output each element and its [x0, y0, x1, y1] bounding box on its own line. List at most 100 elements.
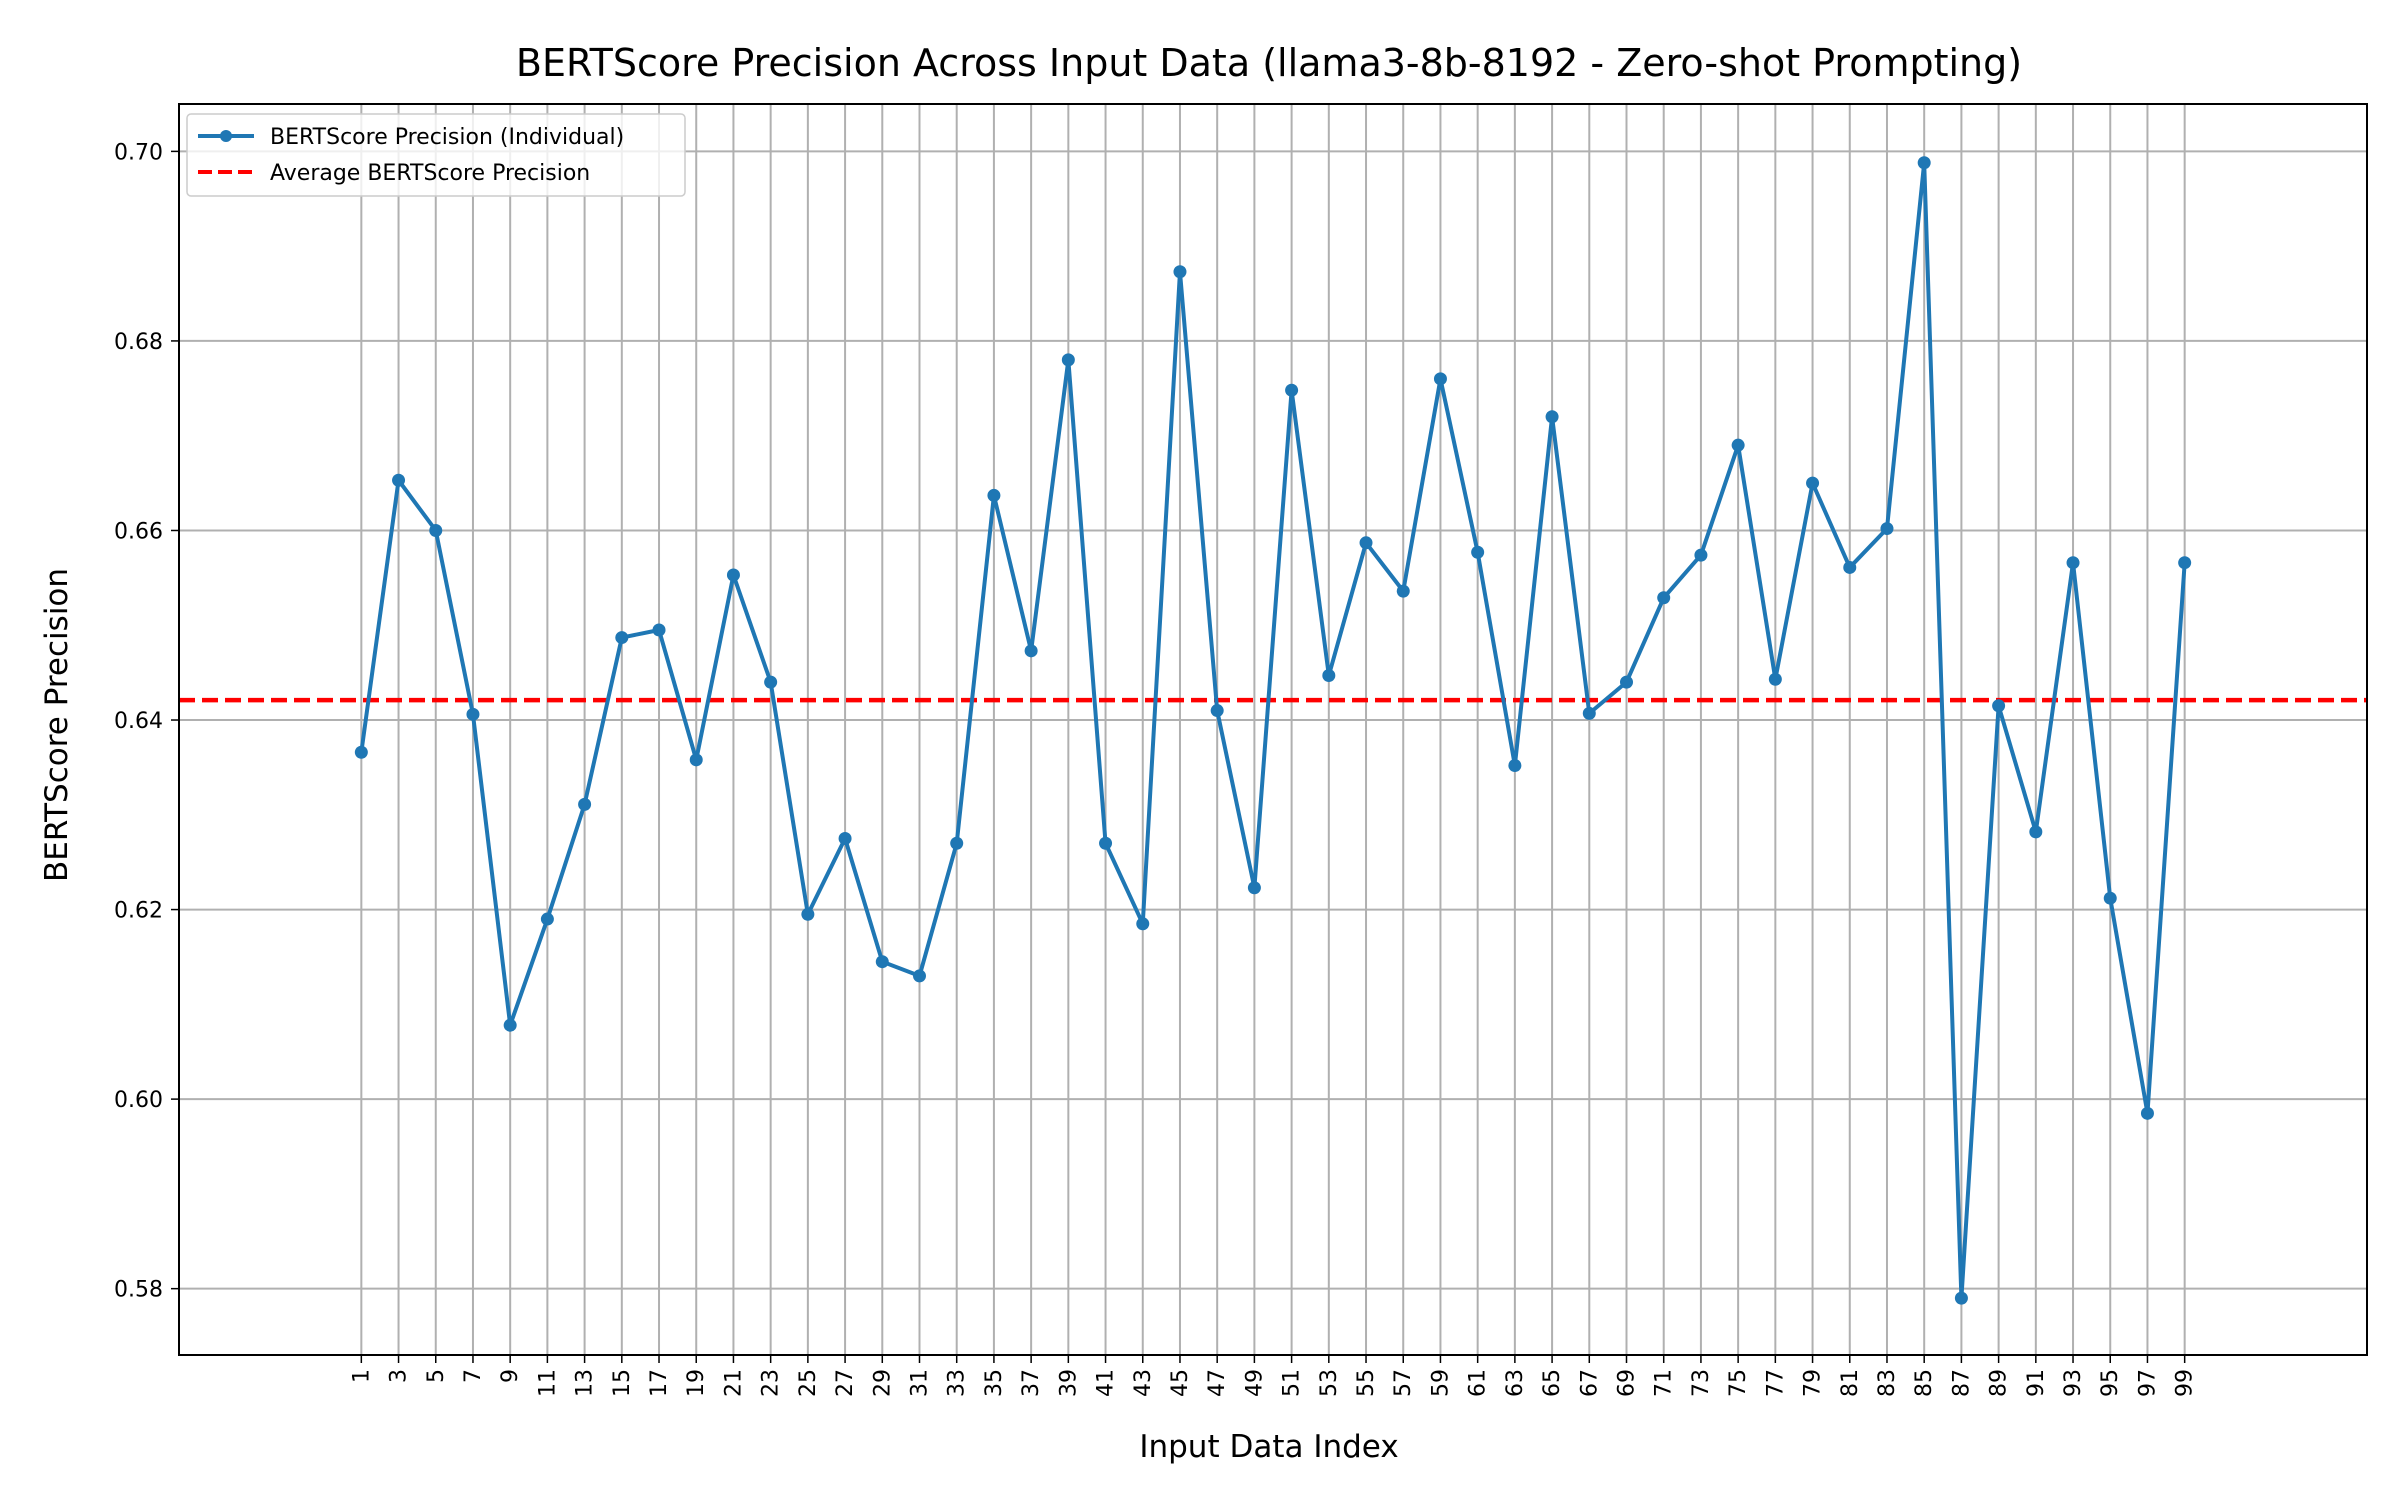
x-tick-label: 5: [424, 1369, 449, 1383]
x-tick-label: 27: [833, 1369, 858, 1397]
x-tick-label: 93: [2061, 1369, 2086, 1397]
data-point: [1508, 759, 1522, 773]
x-tick-label: 15: [610, 1369, 635, 1397]
legend-box: [186, 113, 686, 197]
x-tick-label: 61: [1466, 1369, 1491, 1397]
axis-ticks: 1 3 5 7 9 11 13 15 17 19 21 23 25 27 29 31 33 35 37 39 41 43 4…: [114, 140, 2198, 1397]
data-point: [1210, 704, 1224, 718]
data-point: [1694, 548, 1708, 562]
x-tick-label: 99: [2173, 1369, 2198, 1397]
x-tick-label: 47: [1205, 1369, 1230, 1397]
x-tick-label: 31: [907, 1369, 932, 1397]
data-point: [801, 907, 815, 921]
data-point: [689, 753, 703, 767]
x-tick-label: 23: [759, 1369, 784, 1397]
data-point: [1545, 410, 1559, 424]
y-axis-label: BERTScore Precision: [39, 568, 75, 882]
data-point: [1247, 881, 1261, 895]
data-point: [1396, 584, 1410, 598]
y-tick-label: 0.60: [114, 1088, 163, 1113]
series-line-individual: [359, 160, 2187, 1301]
data-point: [912, 969, 926, 983]
data-point: [1433, 372, 1447, 386]
data-point: [1806, 476, 1820, 490]
data-point: [838, 831, 852, 845]
data-point: [2066, 556, 2080, 570]
x-tick-label: 83: [1875, 1369, 1900, 1397]
x-tick-label: 75: [1726, 1369, 1751, 1397]
data-point: [503, 1018, 517, 1032]
data-point: [950, 836, 964, 850]
data-point: [987, 488, 1001, 502]
x-tick-label: 97: [2135, 1369, 2160, 1397]
x-tick-label: 59: [1428, 1369, 1453, 1397]
x-tick-label: 77: [1763, 1369, 1788, 1397]
data-point: [578, 797, 592, 811]
data-point: [1992, 699, 2006, 713]
data-point: [466, 707, 480, 721]
x-axis-label: Input Data Index: [1139, 1429, 1398, 1465]
x-tick-label: 95: [2098, 1369, 2123, 1397]
x-tick-label: 21: [721, 1369, 746, 1397]
y-tick-label: 0.66: [114, 519, 163, 544]
legend-marker-individual: [220, 130, 232, 142]
data-point: [1954, 1291, 1968, 1305]
x-tick-label: 37: [1019, 1369, 1044, 1397]
x-tick-label: 25: [796, 1369, 821, 1397]
x-tick-label: 69: [1615, 1369, 1640, 1397]
legend-label-average: Average BERTScore Precision: [270, 161, 590, 186]
x-tick-label: 65: [1540, 1369, 1565, 1397]
x-tick-label: 7: [461, 1369, 486, 1383]
data-point: [1880, 522, 1894, 536]
chart-title: BERTScore Precision Across Input Data (l…: [516, 41, 2022, 85]
x-tick-label: 67: [1577, 1369, 1602, 1397]
data-point: [2140, 1106, 2154, 1120]
x-tick-label: 43: [1131, 1369, 1156, 1397]
x-tick-label: 79: [1801, 1369, 1826, 1397]
data-point: [1285, 383, 1299, 397]
data-point: [2178, 556, 2192, 570]
data-point: [764, 675, 778, 689]
data-point: [1657, 591, 1671, 605]
x-tick-label: 39: [1056, 1369, 1081, 1397]
data-point: [726, 568, 740, 582]
y-tick-label: 0.58: [114, 1278, 163, 1303]
data-point: [1471, 545, 1485, 559]
x-tick-label: 41: [1094, 1369, 1119, 1397]
x-tick-label: 73: [1689, 1369, 1714, 1397]
series-layer: [354, 156, 2192, 1305]
x-tick-label: 9: [498, 1369, 523, 1383]
y-tick-label: 0.68: [114, 330, 163, 355]
y-tick-label: 0.70: [114, 140, 163, 165]
x-tick-label: 11: [535, 1369, 560, 1397]
plot-frame: [178, 103, 2368, 1356]
data-point: [1136, 917, 1150, 931]
data-point: [354, 745, 368, 759]
data-point: [1620, 675, 1634, 689]
x-tick-label: 87: [1949, 1369, 1974, 1397]
x-tick-label: 17: [647, 1369, 672, 1397]
x-tick-label: 57: [1391, 1369, 1416, 1397]
x-tick-label: 85: [1912, 1369, 1937, 1397]
x-tick-label: 91: [2024, 1369, 2049, 1397]
x-tick-label: 13: [573, 1369, 598, 1397]
x-tick-label: 1: [349, 1369, 374, 1383]
data-point: [2029, 825, 2043, 839]
grid-lines: [179, 104, 2367, 1355]
data-point: [540, 912, 554, 926]
data-point: [429, 523, 443, 537]
x-tick-label: 89: [1987, 1369, 2012, 1397]
x-tick-label: 45: [1168, 1369, 1193, 1397]
data-point: [1768, 672, 1782, 686]
data-point: [652, 623, 666, 637]
x-tick-label: 35: [982, 1369, 1007, 1397]
data-point: [1099, 836, 1113, 850]
data-point: [1582, 706, 1596, 720]
legend: BERTScore Precision (Individual) Average…: [186, 113, 686, 197]
x-tick-label: 33: [945, 1369, 970, 1397]
x-tick-label: 63: [1503, 1369, 1528, 1397]
x-tick-label: 51: [1280, 1369, 1305, 1397]
